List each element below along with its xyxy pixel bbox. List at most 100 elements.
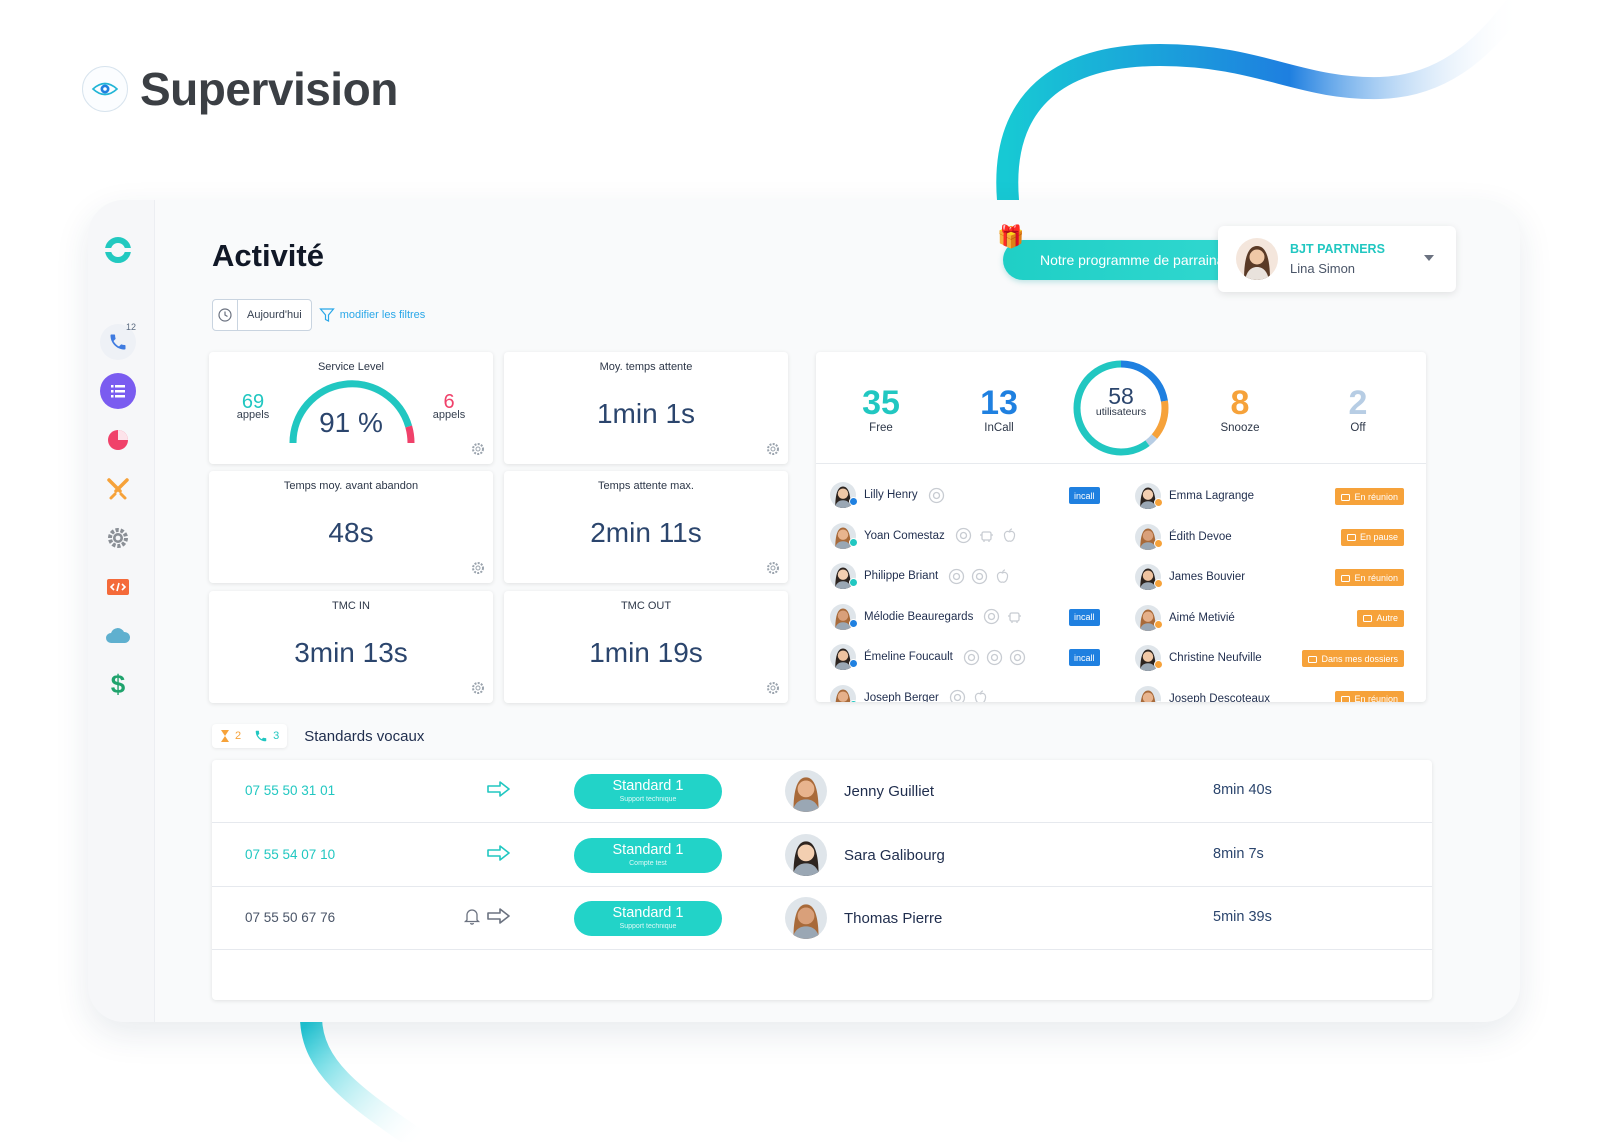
code-icon[interactable] bbox=[100, 569, 136, 605]
main-panel: Activité 🎁 Notre programme de parrainage… bbox=[155, 200, 1520, 1022]
avatar bbox=[785, 770, 827, 812]
chrome-icon bbox=[1009, 649, 1026, 666]
status-icon bbox=[1341, 696, 1351, 702]
activity-list-icon[interactable] bbox=[100, 373, 136, 409]
swords-icon[interactable] bbox=[100, 471, 136, 507]
stat-snooze-label: Snooze bbox=[1220, 422, 1260, 434]
eye-icon bbox=[82, 66, 128, 112]
svg-text:$: $ bbox=[111, 671, 126, 697]
pie-chart-icon[interactable] bbox=[100, 422, 136, 458]
card-settings-icon[interactable] bbox=[471, 681, 485, 695]
user-row[interactable]: Joseph Descoteaux bbox=[1135, 682, 1315, 702]
user-row[interactable]: Christine Neufville bbox=[1135, 641, 1315, 675]
dollar-icon[interactable]: $ bbox=[100, 666, 136, 702]
user-row[interactable]: Joseph Berger bbox=[830, 681, 1120, 703]
card-settings-icon[interactable] bbox=[766, 561, 780, 575]
user-row[interactable]: Emma Lagrange bbox=[1135, 479, 1315, 513]
date-filter-label: Aujourd'hui bbox=[247, 309, 302, 321]
status-icon bbox=[1341, 493, 1351, 501]
call-duration: 8min 40s bbox=[1213, 782, 1272, 798]
user-row[interactable]: Émeline Foucault bbox=[830, 640, 1120, 674]
caller-name: Thomas Pierre bbox=[844, 910, 943, 927]
standard-badge[interactable]: Standard 1 Support technique bbox=[574, 774, 722, 809]
stat-free[interactable]: 35 Free bbox=[841, 386, 921, 434]
avatar bbox=[1236, 238, 1278, 280]
modify-filters-link[interactable]: modifier les filtres bbox=[318, 307, 425, 323]
card-value: 1min 1s bbox=[596, 398, 696, 429]
avatar bbox=[1135, 685, 1161, 702]
queue-counter[interactable]: 2 3 bbox=[212, 724, 288, 748]
logo-icon[interactable] bbox=[100, 232, 136, 268]
standard-sub: Compte test bbox=[629, 859, 667, 867]
user-row[interactable]: Édith Devoe bbox=[1135, 520, 1315, 554]
page-title: Activité bbox=[212, 238, 324, 273]
account-company: BJT PARTNERS bbox=[1290, 242, 1385, 256]
device-icons bbox=[955, 527, 1018, 544]
app-window: 12 $ Activité 🎁 Notre programme de parra… bbox=[88, 200, 1520, 1022]
user-row[interactable]: Philippe Briant bbox=[830, 559, 1120, 593]
stat-free-value: 35 bbox=[862, 384, 900, 422]
apple-icon bbox=[972, 689, 989, 702]
phone-icon[interactable]: 12 bbox=[100, 322, 136, 360]
presence-dot bbox=[1154, 579, 1163, 588]
standard-badge[interactable]: Standard 1 Compte test bbox=[574, 837, 722, 873]
referral-button[interactable]: 🎁 Notre programme de parrainage bbox=[997, 224, 1257, 280]
stat-incall[interactable]: 13 InCall bbox=[959, 386, 1039, 434]
card-title: Moy. temps attente bbox=[599, 361, 693, 373]
user-name: Joseph Berger bbox=[864, 691, 939, 703]
table-row[interactable]: 07 55 54 07 10 Standard 1 Compte test Sar… bbox=[212, 824, 1432, 887]
chevron-down-icon[interactable] bbox=[1424, 255, 1434, 261]
avatar bbox=[830, 563, 856, 589]
page-heading: Supervision bbox=[82, 62, 398, 116]
arrow-right-icon bbox=[487, 908, 510, 924]
avatar bbox=[785, 833, 827, 876]
avatar bbox=[1135, 604, 1161, 631]
donut-segment bbox=[1073, 360, 1169, 456]
table-row[interactable]: 07 55 50 67 76 Standard 1 Support techniq… bbox=[212, 887, 1432, 950]
presence-dot bbox=[849, 618, 858, 628]
active-calls-count: 3 bbox=[273, 730, 280, 742]
filter-bar: Aujourd'hui modifier les filtres bbox=[212, 299, 425, 331]
referral-label: Notre programme de parrainage bbox=[1040, 252, 1240, 268]
device-icons bbox=[948, 568, 1011, 585]
service-level-gauge bbox=[289, 380, 415, 444]
avatar bbox=[830, 684, 856, 702]
metric-card: Moy. temps attente 1min 1s bbox=[504, 352, 788, 464]
standard-badge[interactable]: Standard 1 Support technique bbox=[574, 901, 722, 936]
card-settings-icon[interactable] bbox=[766, 681, 780, 695]
user-row[interactable]: Aimé Metivié bbox=[1135, 601, 1315, 635]
table-row[interactable]: 07 55 50 31 01 Standard 1 Support techniq… bbox=[212, 760, 1432, 823]
stat-snooze-value: 8 bbox=[1230, 384, 1250, 422]
user-row[interactable]: Mélodie Beauregards bbox=[830, 600, 1120, 634]
apple-icon bbox=[994, 568, 1011, 585]
metric-card: TMC IN 3min 13s bbox=[209, 591, 493, 703]
metric-card: Temps attente max. 2min 11s bbox=[504, 471, 788, 583]
user-row[interactable]: Yoan Comestaz bbox=[830, 519, 1120, 553]
stat-off[interactable]: 2 Off bbox=[1318, 386, 1398, 434]
card-settings-icon[interactable] bbox=[471, 561, 485, 575]
card-value: 2min 11s bbox=[590, 517, 702, 548]
card-settings-icon[interactable] bbox=[766, 442, 780, 456]
filter-icon bbox=[318, 308, 335, 322]
chrome-icon bbox=[949, 689, 966, 702]
call-direction bbox=[462, 843, 512, 867]
donut-segment bbox=[1073, 360, 1169, 456]
avatar bbox=[830, 482, 856, 508]
call-duration: 8min 7s bbox=[1213, 845, 1264, 862]
status-label: Dans mes dossiers bbox=[1321, 653, 1398, 664]
cloud-icon[interactable] bbox=[100, 618, 136, 654]
user-row[interactable]: James Bouvier bbox=[1135, 560, 1315, 594]
user-row[interactable]: Lilly Henry bbox=[830, 478, 1120, 512]
chrome-icon bbox=[955, 527, 972, 544]
card-settings-icon[interactable] bbox=[471, 442, 485, 456]
account-selector[interactable]: BJT PARTNERS Lina Simon bbox=[1218, 226, 1456, 292]
settings-gear-icon[interactable] bbox=[100, 520, 136, 556]
stat-snooze[interactable]: 8 Snooze bbox=[1200, 386, 1280, 434]
users-panel: 35 Free 13 InCall 58 utilisateurs 8 Sno bbox=[816, 352, 1426, 702]
account-user: Lina Simon bbox=[1290, 261, 1356, 276]
status-label: Autre bbox=[1376, 613, 1398, 623]
abandoned-calls-value: 6 bbox=[443, 391, 455, 413]
date-filter[interactable]: Aujourd'hui bbox=[212, 299, 312, 331]
user-stats: 35 Free 13 InCall 58 utilisateurs 8 Sno bbox=[816, 352, 1426, 464]
metric-card: TMC OUT 1min 19s bbox=[504, 591, 788, 703]
